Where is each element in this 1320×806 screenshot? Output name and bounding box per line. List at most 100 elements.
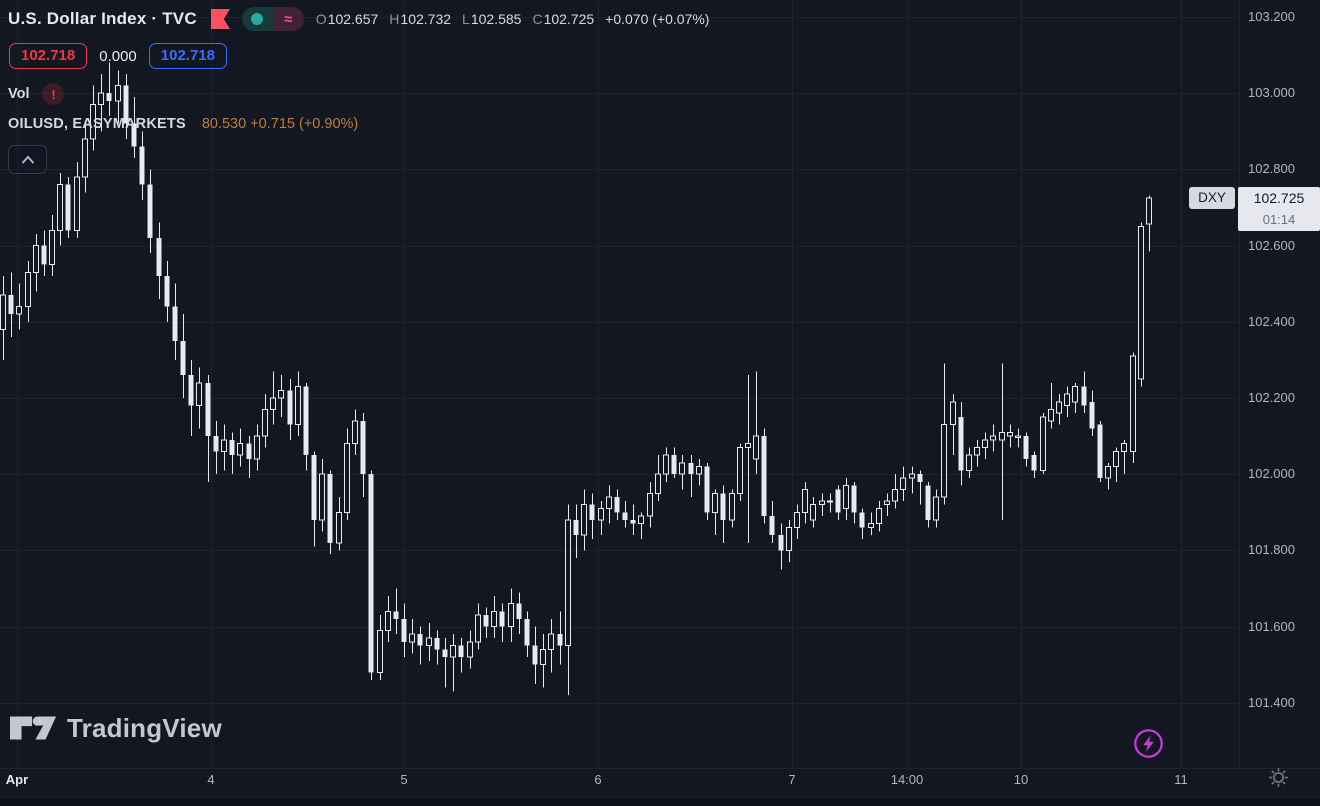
candle-body <box>654 473 662 494</box>
tradingview-watermark[interactable]: TradingView <box>10 711 222 745</box>
price-line-labels-row: 102.718 0.000 102.718 <box>9 43 228 69</box>
candle-body <box>1023 436 1029 459</box>
candle-body <box>524 618 530 646</box>
overlay-symbol-title[interactable]: OILUSD, EASYMARKETS <box>8 116 186 132</box>
volume-legend-title[interactable]: Vol <box>8 86 30 102</box>
candle-body <box>1063 393 1071 407</box>
candle-body <box>97 92 105 106</box>
candle-body <box>917 474 923 482</box>
price-line-diff: 0.000 <box>99 47 137 65</box>
candle-body <box>637 515 645 525</box>
candle-body <box>376 629 384 673</box>
candle-body <box>516 603 522 619</box>
candle-body <box>401 618 407 642</box>
candle-body <box>532 645 538 665</box>
candle-body <box>253 435 261 460</box>
candle-body <box>1089 401 1095 429</box>
market-open-dot-icon <box>241 7 273 31</box>
candle-body <box>408 633 416 643</box>
candle-body <box>287 390 293 425</box>
time-tick-label: 6 <box>594 772 602 787</box>
candle-body <box>195 382 203 407</box>
collapse-legend-button[interactable] <box>8 145 47 174</box>
candle-body <box>867 523 875 529</box>
candle-body <box>1137 226 1145 380</box>
instant-trading-button[interactable] <box>1132 727 1165 760</box>
candle-body <box>123 85 129 124</box>
time-tick-label: 7 <box>788 772 796 787</box>
price-line-label-blue[interactable]: 102.718 <box>148 43 228 69</box>
volume-error-icon[interactable]: ! <box>42 83 65 105</box>
candle-body <box>859 512 865 528</box>
candle-body <box>752 435 760 460</box>
ohlc-value: H102.732 <box>389 11 452 27</box>
price-tick-label: 101.600 <box>1248 618 1295 634</box>
candle-body <box>662 454 670 475</box>
candle-body <box>81 138 89 178</box>
candle-body <box>688 462 694 475</box>
symbol-title[interactable]: U.S. Dollar Index · TVC <box>8 9 197 28</box>
candle-body <box>958 417 964 471</box>
candle-body <box>449 645 457 658</box>
candle-body <box>139 146 145 185</box>
candle-body <box>801 488 809 513</box>
ohlc-readout: O102.657 H102.732 L102.585 C102.725 +0.070 (… <box>316 11 710 27</box>
candle-body <box>417 634 423 646</box>
last-price-tag[interactable]: 102.725 01:14 <box>1238 186 1320 231</box>
candle-body <box>998 431 1006 441</box>
candle-body <box>8 295 14 315</box>
price-tick-label: 101.400 <box>1248 694 1295 710</box>
theme-settings-button[interactable] <box>1266 765 1291 790</box>
price-tick-label: 103.000 <box>1248 85 1295 101</box>
candle-body <box>1104 466 1112 479</box>
candle-body <box>89 104 97 140</box>
candle-body <box>883 500 891 506</box>
candle-body <box>147 184 153 238</box>
candle-body <box>557 634 563 646</box>
candle-body <box>597 507 605 521</box>
candle-body <box>131 123 137 147</box>
candle-body <box>1145 197 1153 225</box>
candle-body <box>695 466 703 475</box>
candle-body <box>989 435 997 441</box>
price-line-label-red[interactable]: 102.718 <box>9 43 88 69</box>
candle-body <box>1120 443 1128 452</box>
candle-body <box>1014 435 1022 438</box>
candle-body <box>671 455 677 475</box>
candle-body <box>809 504 817 521</box>
candle-body <box>172 306 178 341</box>
candle-body <box>425 637 433 647</box>
candle-body <box>56 184 64 231</box>
candle-body <box>311 455 317 520</box>
market-status-toggle[interactable]: ≈ <box>241 7 304 31</box>
candle-body <box>678 462 686 475</box>
candle-body <box>205 382 211 437</box>
candle-body <box>842 485 850 509</box>
candle-body <box>442 649 448 658</box>
time-tick-label: 11 <box>1174 772 1188 787</box>
candle-body <box>630 519 636 524</box>
candle-body <box>908 473 916 479</box>
overlay-legend-row: OILUSD, EASYMARKETS 80.530 +0.715 (+0.90… <box>8 116 358 132</box>
candle-body <box>539 648 547 666</box>
candle-body <box>507 603 515 628</box>
candle-body <box>303 386 309 456</box>
candle-body <box>474 614 482 643</box>
candle-body <box>720 493 726 520</box>
candle-body <box>24 271 32 308</box>
flag-icon[interactable] <box>210 9 230 29</box>
candle-body <box>48 229 56 266</box>
candle-body <box>368 474 374 673</box>
candle-body <box>343 443 351 513</box>
candle-body <box>318 473 326 521</box>
candle-body <box>393 611 399 619</box>
price-tick-label: 102.000 <box>1248 466 1295 482</box>
candle-body <box>277 389 285 399</box>
candle-body <box>981 439 989 449</box>
candle-body <box>1039 416 1047 471</box>
candle-body <box>335 511 343 544</box>
candle-body <box>213 436 219 452</box>
candle-body <box>1112 450 1120 468</box>
symbol-price-label[interactable]: DXY <box>1189 186 1235 209</box>
